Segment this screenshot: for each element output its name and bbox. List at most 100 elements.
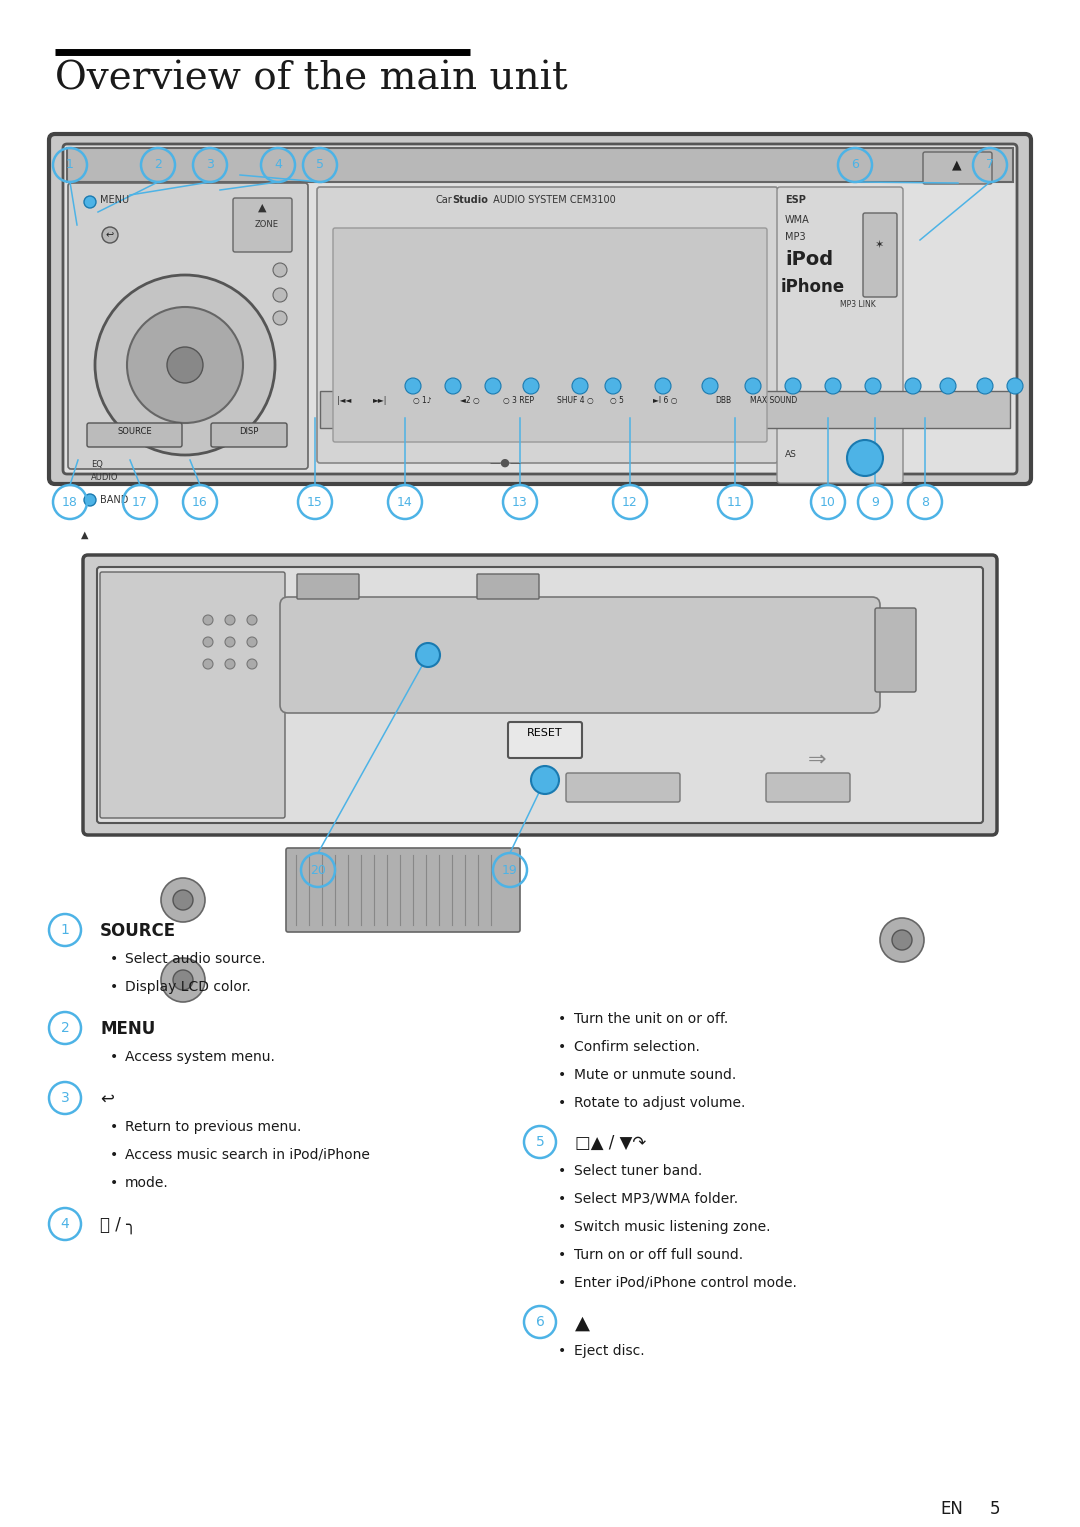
Circle shape — [203, 637, 213, 647]
Circle shape — [173, 970, 193, 989]
Text: DISP: DISP — [240, 428, 259, 437]
Circle shape — [247, 637, 257, 647]
Text: •: • — [558, 1344, 566, 1358]
Circle shape — [84, 195, 96, 208]
Text: 10: 10 — [820, 495, 836, 508]
Circle shape — [225, 615, 235, 625]
Text: 1: 1 — [60, 922, 69, 938]
FancyBboxPatch shape — [63, 144, 1017, 473]
Circle shape — [825, 379, 841, 394]
Circle shape — [225, 660, 235, 669]
Text: AUDIO SYSTEM CEM3100: AUDIO SYSTEM CEM3100 — [490, 195, 616, 205]
Text: Overview of the main unit: Overview of the main unit — [55, 60, 568, 98]
Text: •: • — [110, 1148, 118, 1162]
Circle shape — [247, 660, 257, 669]
Text: ○ 3 REP: ○ 3 REP — [503, 395, 534, 405]
Text: 20: 20 — [310, 863, 326, 876]
FancyBboxPatch shape — [863, 212, 897, 296]
Circle shape — [880, 918, 924, 962]
Text: •: • — [110, 1119, 118, 1135]
Text: •: • — [558, 1096, 566, 1110]
FancyBboxPatch shape — [566, 773, 680, 802]
Circle shape — [485, 379, 501, 394]
Text: 17: 17 — [132, 495, 148, 508]
Text: Return to previous menu.: Return to previous menu. — [125, 1119, 301, 1135]
Text: Display LCD color.: Display LCD color. — [125, 980, 251, 994]
Text: ○ 1♪: ○ 1♪ — [413, 395, 432, 405]
Text: 5: 5 — [536, 1135, 544, 1148]
Text: 2: 2 — [154, 159, 162, 171]
Circle shape — [247, 615, 257, 625]
Circle shape — [1007, 379, 1023, 394]
Text: iPod: iPod — [785, 250, 833, 269]
FancyBboxPatch shape — [49, 134, 1031, 484]
Text: 7: 7 — [986, 159, 994, 171]
Text: 15: 15 — [307, 495, 323, 508]
Text: 9: 9 — [872, 495, 879, 508]
Text: 14: 14 — [397, 495, 413, 508]
Text: Enter iPod/iPhone control mode.: Enter iPod/iPhone control mode. — [573, 1277, 797, 1290]
FancyBboxPatch shape — [297, 574, 359, 599]
Text: Studio: Studio — [453, 195, 488, 205]
Text: Turn the unit on or off.: Turn the unit on or off. — [573, 1012, 728, 1026]
FancyBboxPatch shape — [508, 722, 582, 757]
FancyBboxPatch shape — [286, 847, 519, 931]
Circle shape — [865, 379, 881, 394]
Text: 8: 8 — [921, 495, 929, 508]
Text: 19: 19 — [502, 863, 518, 876]
Text: •: • — [558, 1220, 566, 1234]
FancyBboxPatch shape — [923, 153, 993, 183]
Text: Access system menu.: Access system menu. — [125, 1051, 275, 1064]
Text: ⓞ / ╮: ⓞ / ╮ — [100, 1215, 136, 1234]
Text: •: • — [110, 1051, 118, 1064]
Text: ⇒: ⇒ — [808, 750, 826, 770]
Text: 5: 5 — [990, 1500, 1000, 1518]
Text: MAX SOUND: MAX SOUND — [750, 395, 797, 405]
Text: Select audio source.: Select audio source. — [125, 951, 266, 967]
Circle shape — [203, 660, 213, 669]
Text: mode.: mode. — [125, 1176, 168, 1190]
Circle shape — [531, 767, 559, 794]
FancyBboxPatch shape — [100, 573, 285, 818]
Text: iPhone: iPhone — [781, 278, 846, 296]
Text: EN: EN — [940, 1500, 963, 1518]
Text: □▲ / ▼↷: □▲ / ▼↷ — [575, 1135, 646, 1151]
Text: WMA: WMA — [785, 215, 810, 224]
Text: SHUF 4 ○: SHUF 4 ○ — [557, 395, 594, 405]
Text: ▲: ▲ — [953, 157, 962, 171]
Circle shape — [84, 495, 96, 505]
Text: •: • — [110, 1176, 118, 1190]
Circle shape — [173, 890, 193, 910]
Text: —●—: —●— — [489, 458, 521, 467]
Circle shape — [273, 312, 287, 325]
Text: AS: AS — [785, 450, 797, 460]
Text: MP3 LINK: MP3 LINK — [840, 299, 876, 308]
Text: Mute or unmute sound.: Mute or unmute sound. — [573, 1067, 737, 1083]
Text: ESP: ESP — [785, 195, 806, 205]
Circle shape — [745, 379, 761, 394]
Circle shape — [940, 379, 956, 394]
FancyBboxPatch shape — [766, 773, 850, 802]
Circle shape — [892, 930, 912, 950]
Bar — [67, 148, 1013, 182]
Text: ZONE: ZONE — [255, 220, 279, 229]
FancyBboxPatch shape — [97, 567, 983, 823]
Circle shape — [102, 228, 118, 243]
Text: RESET: RESET — [527, 728, 563, 738]
Circle shape — [654, 379, 671, 394]
Text: Rotate to adjust volume.: Rotate to adjust volume. — [573, 1096, 745, 1110]
Text: ✶: ✶ — [875, 240, 885, 250]
FancyBboxPatch shape — [211, 423, 287, 447]
Text: Select tuner band.: Select tuner band. — [573, 1164, 702, 1177]
Circle shape — [702, 379, 718, 394]
Text: EQ: EQ — [91, 460, 103, 469]
Circle shape — [785, 379, 801, 394]
Text: Select MP3/WMA folder.: Select MP3/WMA folder. — [573, 1193, 738, 1206]
Text: DBB: DBB — [715, 395, 731, 405]
Text: •: • — [558, 1277, 566, 1290]
FancyBboxPatch shape — [477, 574, 539, 599]
FancyBboxPatch shape — [875, 608, 916, 692]
Text: •: • — [558, 1067, 566, 1083]
Circle shape — [523, 379, 539, 394]
Text: ▲: ▲ — [575, 1315, 590, 1333]
